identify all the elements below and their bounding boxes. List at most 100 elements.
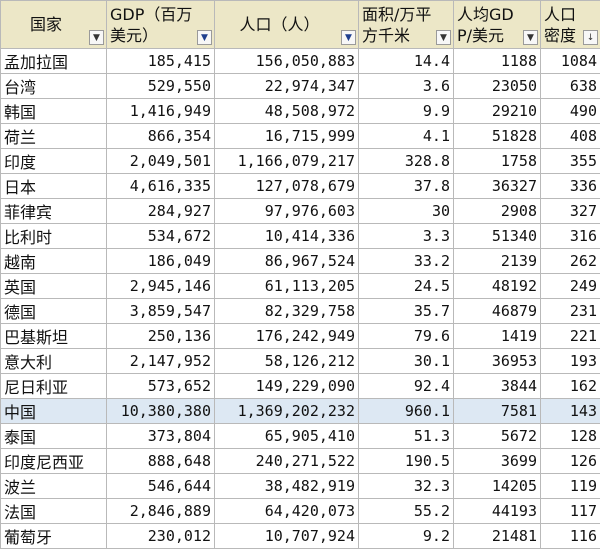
- population-cell[interactable]: 86,967,524: [215, 249, 359, 274]
- dropdown-arrow-icon[interactable]: ▼: [436, 30, 451, 45]
- gdp-per-capita-cell[interactable]: 7581: [454, 399, 541, 424]
- gdp-cell[interactable]: 529,550: [107, 74, 215, 99]
- density-cell[interactable]: 119: [541, 474, 600, 499]
- country-cell[interactable]: 越南: [1, 249, 107, 274]
- gdp-cell[interactable]: 3,859,547: [107, 299, 215, 324]
- gdp-cell[interactable]: 546,644: [107, 474, 215, 499]
- area-cell[interactable]: 32.3: [359, 474, 454, 499]
- population-cell[interactable]: 82,329,758: [215, 299, 359, 324]
- gdp-per-capita-cell[interactable]: 36327: [454, 174, 541, 199]
- country-cell[interactable]: 孟加拉国: [1, 49, 107, 74]
- gdp-per-capita-cell[interactable]: 2139: [454, 249, 541, 274]
- gdp-per-capita-cell[interactable]: 1188: [454, 49, 541, 74]
- gdp-per-capita-cell[interactable]: 23050: [454, 74, 541, 99]
- population-cell[interactable]: 48,508,972: [215, 99, 359, 124]
- country-cell[interactable]: 韩国: [1, 99, 107, 124]
- gdp-per-capita-cell[interactable]: 1419: [454, 324, 541, 349]
- gdp-cell[interactable]: 2,945,146: [107, 274, 215, 299]
- country-cell[interactable]: 菲律宾: [1, 199, 107, 224]
- country-cell[interactable]: 波兰: [1, 474, 107, 499]
- gdp-per-capita-cell[interactable]: 5672: [454, 424, 541, 449]
- gdp-cell[interactable]: 2,147,952: [107, 349, 215, 374]
- population-cell[interactable]: 1,166,079,217: [215, 149, 359, 174]
- population-cell[interactable]: 97,976,603: [215, 199, 359, 224]
- filter-active-icon[interactable]: ▼: [197, 30, 212, 45]
- area-cell[interactable]: 960.1: [359, 399, 454, 424]
- population-cell[interactable]: 1,369,202,232: [215, 399, 359, 424]
- sort-descending-icon[interactable]: ↓: [583, 30, 598, 45]
- gdp-cell[interactable]: 4,616,335: [107, 174, 215, 199]
- area-cell[interactable]: 35.7: [359, 299, 454, 324]
- gdp-per-capita-cell[interactable]: 3699: [454, 449, 541, 474]
- area-cell[interactable]: 9.9: [359, 99, 454, 124]
- density-cell[interactable]: 143: [541, 399, 600, 424]
- gdp-cell[interactable]: 534,672: [107, 224, 215, 249]
- country-cell[interactable]: 意大利: [1, 349, 107, 374]
- header-country[interactable]: 国家 ▼: [1, 1, 107, 49]
- area-cell[interactable]: 51.3: [359, 424, 454, 449]
- density-cell[interactable]: 336: [541, 174, 600, 199]
- population-cell[interactable]: 64,420,073: [215, 499, 359, 524]
- gdp-cell[interactable]: 2,846,889: [107, 499, 215, 524]
- population-cell[interactable]: 240,271,522: [215, 449, 359, 474]
- country-cell[interactable]: 法国: [1, 499, 107, 524]
- area-cell[interactable]: 79.6: [359, 324, 454, 349]
- area-cell[interactable]: 14.4: [359, 49, 454, 74]
- gdp-cell[interactable]: 284,927: [107, 199, 215, 224]
- gdp-cell[interactable]: 888,648: [107, 449, 215, 474]
- area-cell[interactable]: 30: [359, 199, 454, 224]
- area-cell[interactable]: 3.3: [359, 224, 454, 249]
- population-cell[interactable]: 127,078,679: [215, 174, 359, 199]
- country-cell[interactable]: 印度尼西亚: [1, 449, 107, 474]
- population-cell[interactable]: 176,242,949: [215, 324, 359, 349]
- gdp-per-capita-cell[interactable]: 21481: [454, 524, 541, 549]
- header-area[interactable]: 面积/万平方千米 ▼: [359, 1, 454, 49]
- area-cell[interactable]: 30.1: [359, 349, 454, 374]
- header-population[interactable]: 人口（人） ▼: [215, 1, 359, 49]
- gdp-per-capita-cell[interactable]: 14205: [454, 474, 541, 499]
- area-cell[interactable]: 92.4: [359, 374, 454, 399]
- area-cell[interactable]: 190.5: [359, 449, 454, 474]
- population-cell[interactable]: 65,905,410: [215, 424, 359, 449]
- density-cell[interactable]: 117: [541, 499, 600, 524]
- density-cell[interactable]: 231: [541, 299, 600, 324]
- country-cell[interactable]: 德国: [1, 299, 107, 324]
- country-cell[interactable]: 葡萄牙: [1, 524, 107, 549]
- population-cell[interactable]: 22,974,347: [215, 74, 359, 99]
- gdp-cell[interactable]: 186,049: [107, 249, 215, 274]
- area-cell[interactable]: 3.6: [359, 74, 454, 99]
- country-cell[interactable]: 中国: [1, 399, 107, 424]
- area-cell[interactable]: 37.8: [359, 174, 454, 199]
- filter-active-icon[interactable]: ▼: [341, 30, 356, 45]
- population-cell[interactable]: 16,715,999: [215, 124, 359, 149]
- density-cell[interactable]: 408: [541, 124, 600, 149]
- area-cell[interactable]: 55.2: [359, 499, 454, 524]
- gdp-per-capita-cell[interactable]: 51828: [454, 124, 541, 149]
- density-cell[interactable]: 126: [541, 449, 600, 474]
- density-cell[interactable]: 262: [541, 249, 600, 274]
- population-cell[interactable]: 10,414,336: [215, 224, 359, 249]
- population-cell[interactable]: 149,229,090: [215, 374, 359, 399]
- density-cell[interactable]: 193: [541, 349, 600, 374]
- gdp-per-capita-cell[interactable]: 51340: [454, 224, 541, 249]
- gdp-per-capita-cell[interactable]: 1758: [454, 149, 541, 174]
- density-cell[interactable]: 316: [541, 224, 600, 249]
- gdp-cell[interactable]: 250,136: [107, 324, 215, 349]
- density-cell[interactable]: 128: [541, 424, 600, 449]
